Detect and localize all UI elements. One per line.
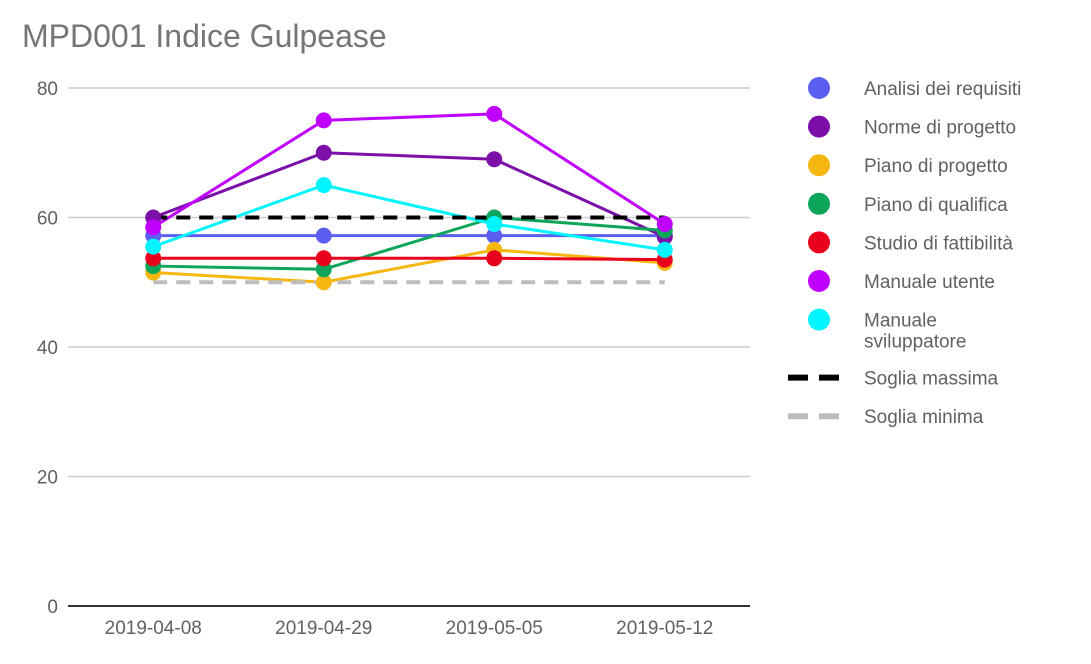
data-point bbox=[315, 261, 332, 278]
x-axis-ticks: 2019-04-08 2019-04-29 2019-05-05 2019-05-12 bbox=[105, 618, 714, 639]
legend-label: Studio di fattibilità bbox=[864, 233, 1013, 254]
data-point bbox=[145, 238, 162, 255]
x-tick-label: 2019-05-05 bbox=[446, 618, 543, 639]
series-line-1 bbox=[152, 151, 666, 239]
legend-item: Manuale sviluppatore bbox=[808, 308, 966, 353]
legend-label: Manuale utente bbox=[864, 272, 995, 293]
legend-label: Manuale sviluppatore bbox=[864, 311, 966, 353]
series-line-5 bbox=[152, 112, 666, 229]
data-point bbox=[315, 274, 332, 291]
y-tick-label: 80 bbox=[37, 79, 58, 100]
legend-item: Piano di qualifica bbox=[808, 192, 1008, 216]
series-line-4 bbox=[153, 256, 665, 262]
x-tick-label: 2019-04-08 bbox=[105, 618, 202, 639]
y-tick-label: 20 bbox=[37, 468, 58, 489]
legend-label: Piano di qualifica bbox=[864, 195, 1008, 216]
legend-item: Soglia massima bbox=[788, 369, 999, 390]
legend-swatch bbox=[808, 231, 830, 254]
legend-item: Soglia minima bbox=[788, 407, 984, 428]
data-point bbox=[315, 177, 332, 194]
legend-swatch bbox=[808, 192, 830, 215]
data-point bbox=[486, 151, 503, 168]
legend-swatch bbox=[808, 115, 830, 138]
legend-item: Piano di progetto bbox=[808, 154, 1008, 177]
data-point bbox=[315, 227, 332, 244]
data-point bbox=[315, 250, 332, 267]
data-point bbox=[145, 219, 162, 236]
data-point bbox=[315, 144, 332, 161]
data-point bbox=[486, 227, 503, 244]
legend-label: Soglia massima bbox=[864, 369, 999, 390]
data-point bbox=[486, 105, 503, 122]
legend-swatch bbox=[808, 77, 830, 99]
legend-item: Manuale utente bbox=[808, 270, 995, 293]
data-point bbox=[656, 215, 673, 232]
legend-swatch bbox=[808, 308, 830, 331]
x-tick-label: 2019-05-12 bbox=[616, 618, 713, 639]
series-line-3 bbox=[153, 216, 665, 271]
y-tick-label: 0 bbox=[47, 597, 58, 618]
series-lines bbox=[152, 112, 666, 285]
legend-label: Piano di progetto bbox=[864, 156, 1008, 177]
x-tick-label: 2019-04-29 bbox=[275, 618, 372, 639]
data-point bbox=[486, 215, 503, 232]
data-point bbox=[145, 250, 162, 267]
legend-item: Analisi dei requisiti bbox=[808, 77, 1021, 100]
y-tick-label: 60 bbox=[37, 209, 58, 230]
legend-label: Soglia minima bbox=[864, 407, 984, 428]
chart-title: MPD001 Indice Gulpease bbox=[22, 18, 387, 54]
y-axis-ticks: 0 20 40 60 80 bbox=[37, 79, 58, 618]
legend-item: Norme di progetto bbox=[808, 115, 1016, 139]
series-line-2 bbox=[153, 248, 665, 284]
legend-swatch bbox=[808, 270, 830, 292]
data-point bbox=[656, 241, 673, 258]
legend-label: Analisi dei requisiti bbox=[864, 79, 1021, 100]
legend-swatch bbox=[808, 154, 830, 177]
series-points bbox=[145, 105, 673, 291]
data-point bbox=[315, 112, 332, 129]
legend: Analisi dei requisiti Norme di progetto Pi… bbox=[788, 77, 1021, 428]
data-point bbox=[486, 250, 503, 267]
series-line-6 bbox=[152, 183, 665, 252]
y-tick-label: 40 bbox=[37, 338, 58, 359]
legend-item: Studio di fattibilità bbox=[808, 231, 1013, 254]
legend-label: Norme di progetto bbox=[864, 118, 1016, 139]
